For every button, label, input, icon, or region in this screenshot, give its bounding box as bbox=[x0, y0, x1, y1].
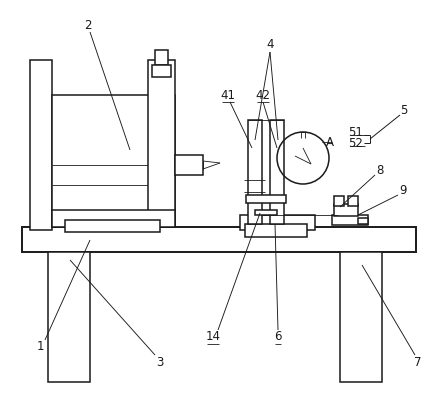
Text: 52: 52 bbox=[349, 136, 363, 150]
Bar bbox=[155, 50, 168, 65]
Bar bbox=[340, 252, 382, 382]
Text: 9: 9 bbox=[399, 183, 407, 196]
Bar bbox=[30, 60, 52, 230]
Bar bbox=[334, 204, 358, 216]
Bar bbox=[65, 220, 160, 232]
Text: 41: 41 bbox=[221, 88, 236, 101]
Bar bbox=[248, 120, 262, 224]
Text: 42: 42 bbox=[256, 88, 271, 101]
Bar bbox=[246, 195, 286, 203]
Bar bbox=[148, 60, 175, 227]
Bar bbox=[332, 215, 368, 225]
Bar bbox=[334, 196, 344, 206]
Text: 5: 5 bbox=[400, 103, 408, 116]
Bar bbox=[240, 215, 315, 230]
Bar bbox=[358, 218, 368, 224]
Text: 2: 2 bbox=[84, 18, 92, 32]
Text: 51: 51 bbox=[349, 126, 363, 138]
Bar bbox=[348, 196, 358, 206]
Text: 8: 8 bbox=[376, 163, 384, 176]
Bar bbox=[245, 224, 307, 237]
Bar bbox=[52, 95, 175, 227]
Bar bbox=[152, 65, 171, 77]
Bar bbox=[175, 155, 203, 175]
Text: 1: 1 bbox=[36, 341, 44, 354]
Bar bbox=[48, 252, 90, 382]
Text: 7: 7 bbox=[414, 356, 422, 369]
Text: 14: 14 bbox=[206, 331, 221, 344]
Bar bbox=[52, 210, 175, 227]
Bar bbox=[270, 120, 284, 224]
Bar bbox=[255, 210, 277, 215]
Text: 3: 3 bbox=[156, 356, 163, 369]
Text: A: A bbox=[326, 136, 334, 148]
Bar bbox=[22, 227, 416, 252]
Text: 6: 6 bbox=[274, 331, 282, 344]
Text: 4: 4 bbox=[266, 38, 274, 50]
